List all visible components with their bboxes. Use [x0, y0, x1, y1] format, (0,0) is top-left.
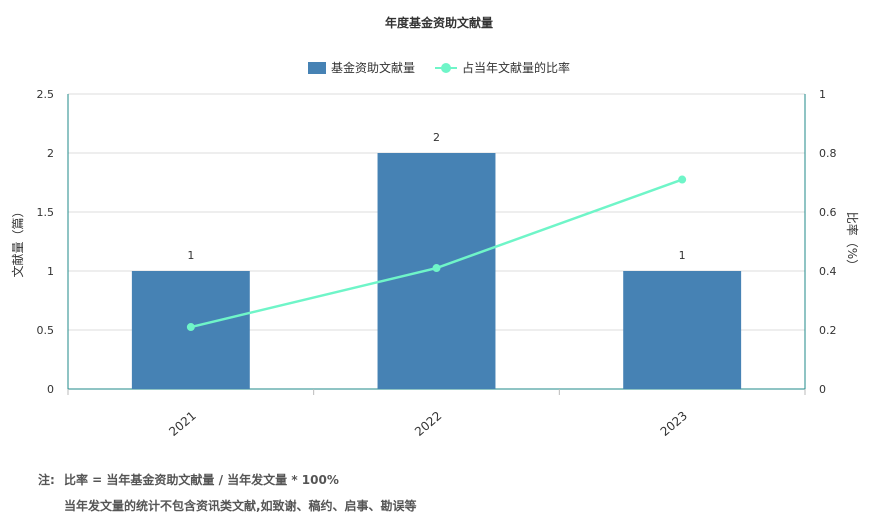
- note-line-1: 比率 = 当年基金资助文献量 / 当年发文量 * 100%: [64, 473, 339, 487]
- legend-line-swatch: [435, 62, 457, 74]
- y-right-tick-label: 0.6: [819, 206, 837, 219]
- y-left-tick-label: 2: [47, 147, 54, 160]
- note-prefix: 注:: [38, 473, 55, 487]
- legend-label-line-series: 占当年文献量的比率: [462, 61, 571, 75]
- bar-value-label: 1: [187, 249, 194, 262]
- bar[interactable]: [623, 271, 742, 389]
- ratio-point[interactable]: [432, 264, 441, 273]
- y-left-tick-label: 1: [47, 265, 54, 278]
- y-right-tick-label: 0.2: [819, 324, 837, 337]
- y-right-tick-label: 0.8: [819, 147, 837, 160]
- y-left-axis-title: 文献量（篇）: [10, 205, 25, 277]
- y-left-tick-label: 2.5: [37, 88, 55, 101]
- legend-item-bar-series[interactable]: 基金资助文献量: [307, 59, 415, 76]
- x-axis-tick-label: 2021: [166, 409, 198, 439]
- legend-item-line-series[interactable]: 占当年文献量的比率: [435, 59, 570, 76]
- x-axis-tick-label: 2022: [412, 409, 444, 439]
- chart-title: 年度基金资助文献量: [384, 16, 493, 30]
- y-left-tick-label: 0: [47, 383, 54, 396]
- ratio-point[interactable]: [186, 323, 195, 332]
- bar-value-label: 2: [433, 131, 440, 144]
- ratio-point[interactable]: [678, 175, 687, 184]
- y-right-axis-title: 比率（%）: [845, 212, 860, 271]
- legend: 基金资助文献量 占当年文献量的比率: [0, 59, 878, 76]
- bar-value-label: 1: [679, 249, 686, 262]
- legend-label-bar-series: 基金资助文献量: [330, 61, 415, 75]
- x-axis-tick-label: 2023: [658, 409, 690, 439]
- combo-chart: 0 0.5 1 1.5 2 2.5 0 0.2 0.4 0.6 0.8 1 文献量（篇） 比率（%） 1 20…: [10, 88, 860, 439]
- y-left-tick-label: 0.5: [37, 324, 55, 337]
- y-left-tick-label: 1.5: [37, 206, 55, 219]
- chart-notes: 注: 比率 = 当年基金资助文献量 / 当年发文量 * 100% 当年发文量的统…: [38, 467, 417, 519]
- y-right-tick-label: 0.4: [819, 265, 837, 278]
- note-line-2: 当年发文量的统计不包含资讯类文献,如致谢、稿约、启事、勘误等: [64, 499, 417, 513]
- y-right-tick-label: 0: [819, 383, 826, 396]
- legend-bar-swatch: [307, 61, 326, 74]
- y-right-tick-label: 1: [819, 88, 826, 101]
